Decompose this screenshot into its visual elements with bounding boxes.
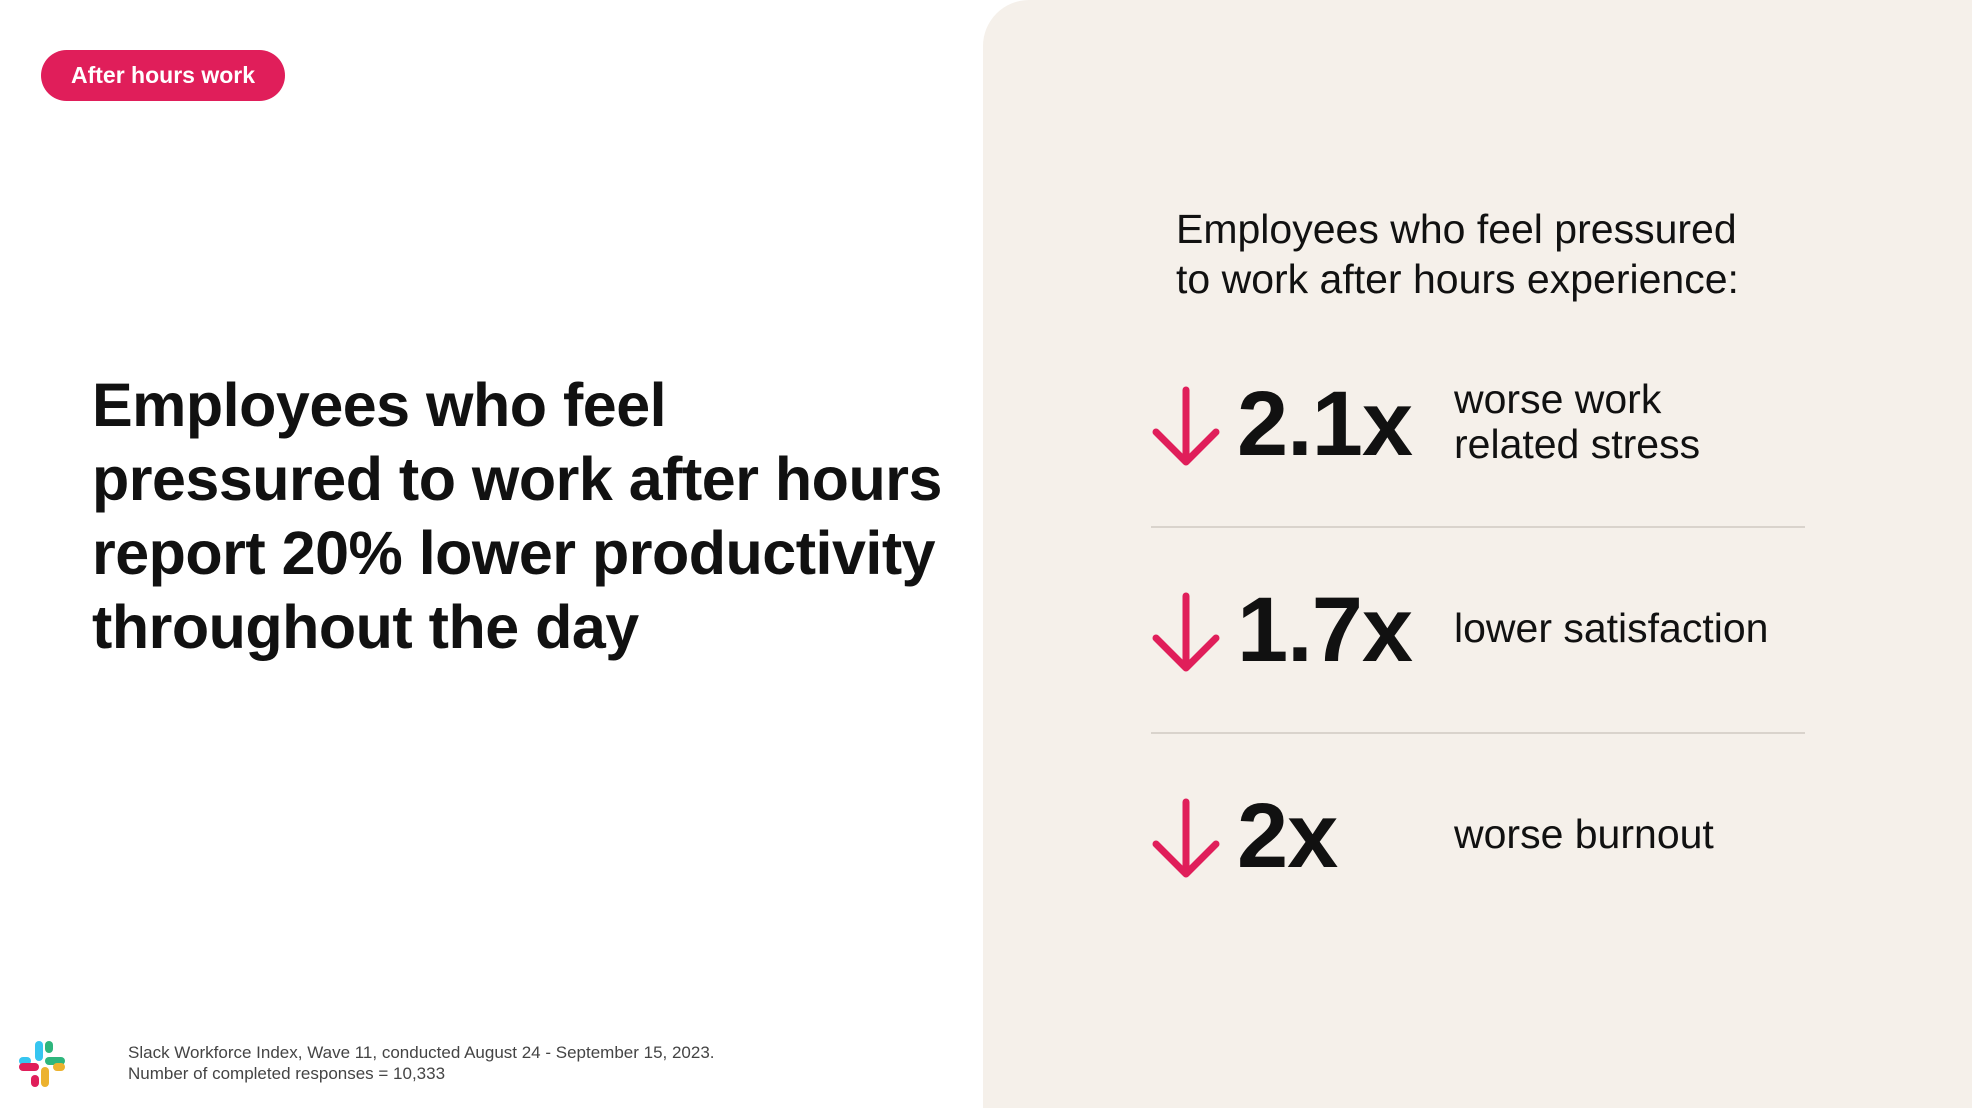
stat-value: 2.1x (1237, 373, 1413, 475)
stat-value: 2x (1237, 785, 1338, 887)
stats-panel (983, 0, 1972, 1108)
divider (1151, 732, 1805, 734)
stat-description-line: worse burnout (1454, 811, 1714, 857)
panel-intro-line: Employees who feel pressured (1176, 206, 1737, 252)
stat-item: 1.7x lower satisfaction (1150, 576, 1805, 782)
stat-description: worse work related stress (1454, 377, 1700, 467)
arrow-down-icon (1152, 386, 1220, 466)
stat-description-line: related stress (1454, 421, 1701, 467)
stat-description: worse burnout (1454, 812, 1714, 857)
stat-description: lower satisfaction (1454, 606, 1768, 651)
slack-logo-icon (19, 1041, 65, 1087)
panel-intro-line: to work after hours experience: (1176, 256, 1739, 302)
source-line: Number of completed responses = 10,333 (128, 1064, 446, 1083)
divider (1151, 526, 1805, 528)
panel-intro: Employees who feel pressured to work aft… (1176, 204, 1816, 304)
section-tag: After hours work (41, 50, 286, 101)
stat-description-line: lower satisfaction (1454, 605, 1769, 651)
stat-item: 2x worse burnout (1150, 782, 1805, 988)
source-note: Slack Workforce Index, Wave 11, conducte… (128, 1042, 715, 1084)
arrow-down-icon (1152, 592, 1220, 672)
stat-item: 2.1x worse work related stress (1150, 370, 1805, 576)
headline: Employees who feel pressured to work aft… (92, 371, 942, 661)
stat-value: 1.7x (1237, 579, 1413, 681)
source-line: Slack Workforce Index, Wave 11, conducte… (128, 1043, 715, 1062)
arrow-down-icon (1152, 798, 1220, 878)
stat-description-line: worse work (1454, 376, 1662, 422)
